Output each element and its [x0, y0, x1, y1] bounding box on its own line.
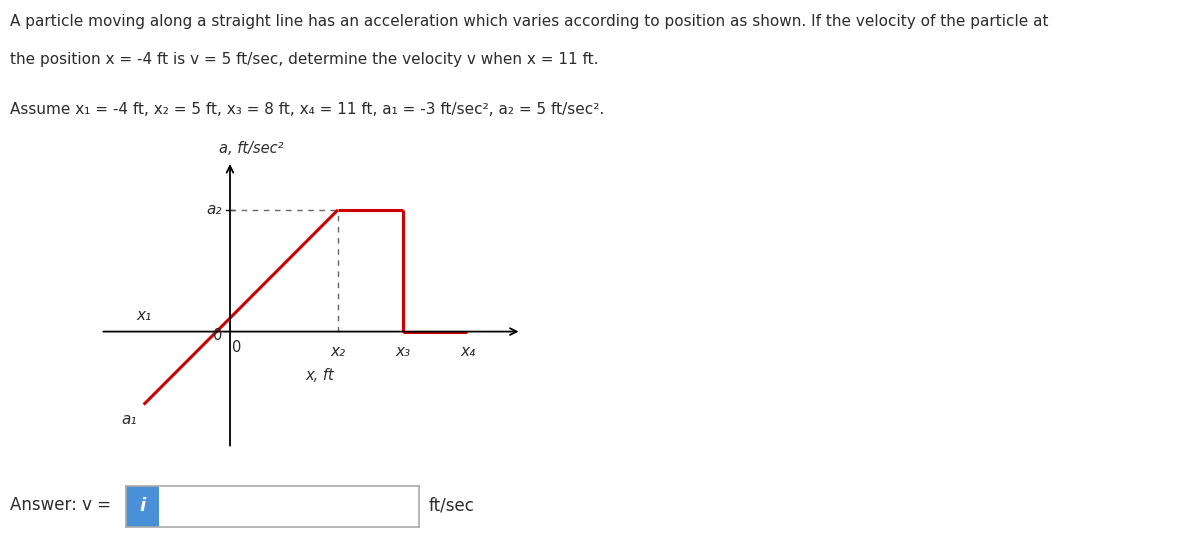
Text: x₂: x₂	[330, 344, 346, 359]
FancyBboxPatch shape	[126, 486, 159, 527]
Text: Assume x₁ = -4 ft, x₂ = 5 ft, x₃ = 8 ft, x₄ = 11 ft, a₁ = -3 ft/sec², a₂ = 5 ft/: Assume x₁ = -4 ft, x₂ = 5 ft, x₃ = 8 ft,…	[10, 102, 604, 117]
Text: 0: 0	[213, 328, 222, 343]
Text: i: i	[140, 497, 146, 516]
Text: the position x = -4 ft is v = 5 ft/sec, determine the velocity v when x = 11 ft.: the position x = -4 ft is v = 5 ft/sec, …	[10, 52, 598, 67]
Text: x₄: x₄	[460, 344, 475, 359]
Text: a₁: a₁	[122, 412, 138, 427]
Text: a, ft/sec²: a, ft/sec²	[219, 141, 283, 156]
Text: x₃: x₃	[395, 344, 410, 359]
Text: Answer: v =: Answer: v =	[10, 496, 116, 514]
Text: 0: 0	[232, 340, 242, 355]
Text: x₁: x₁	[136, 308, 151, 323]
FancyBboxPatch shape	[159, 486, 419, 527]
Text: x, ft: x, ft	[305, 368, 335, 383]
Text: ft/sec: ft/sec	[428, 496, 474, 514]
Text: A particle moving along a straight line has an acceleration which varies accordi: A particle moving along a straight line …	[10, 14, 1048, 29]
Text: a₂: a₂	[206, 203, 221, 217]
